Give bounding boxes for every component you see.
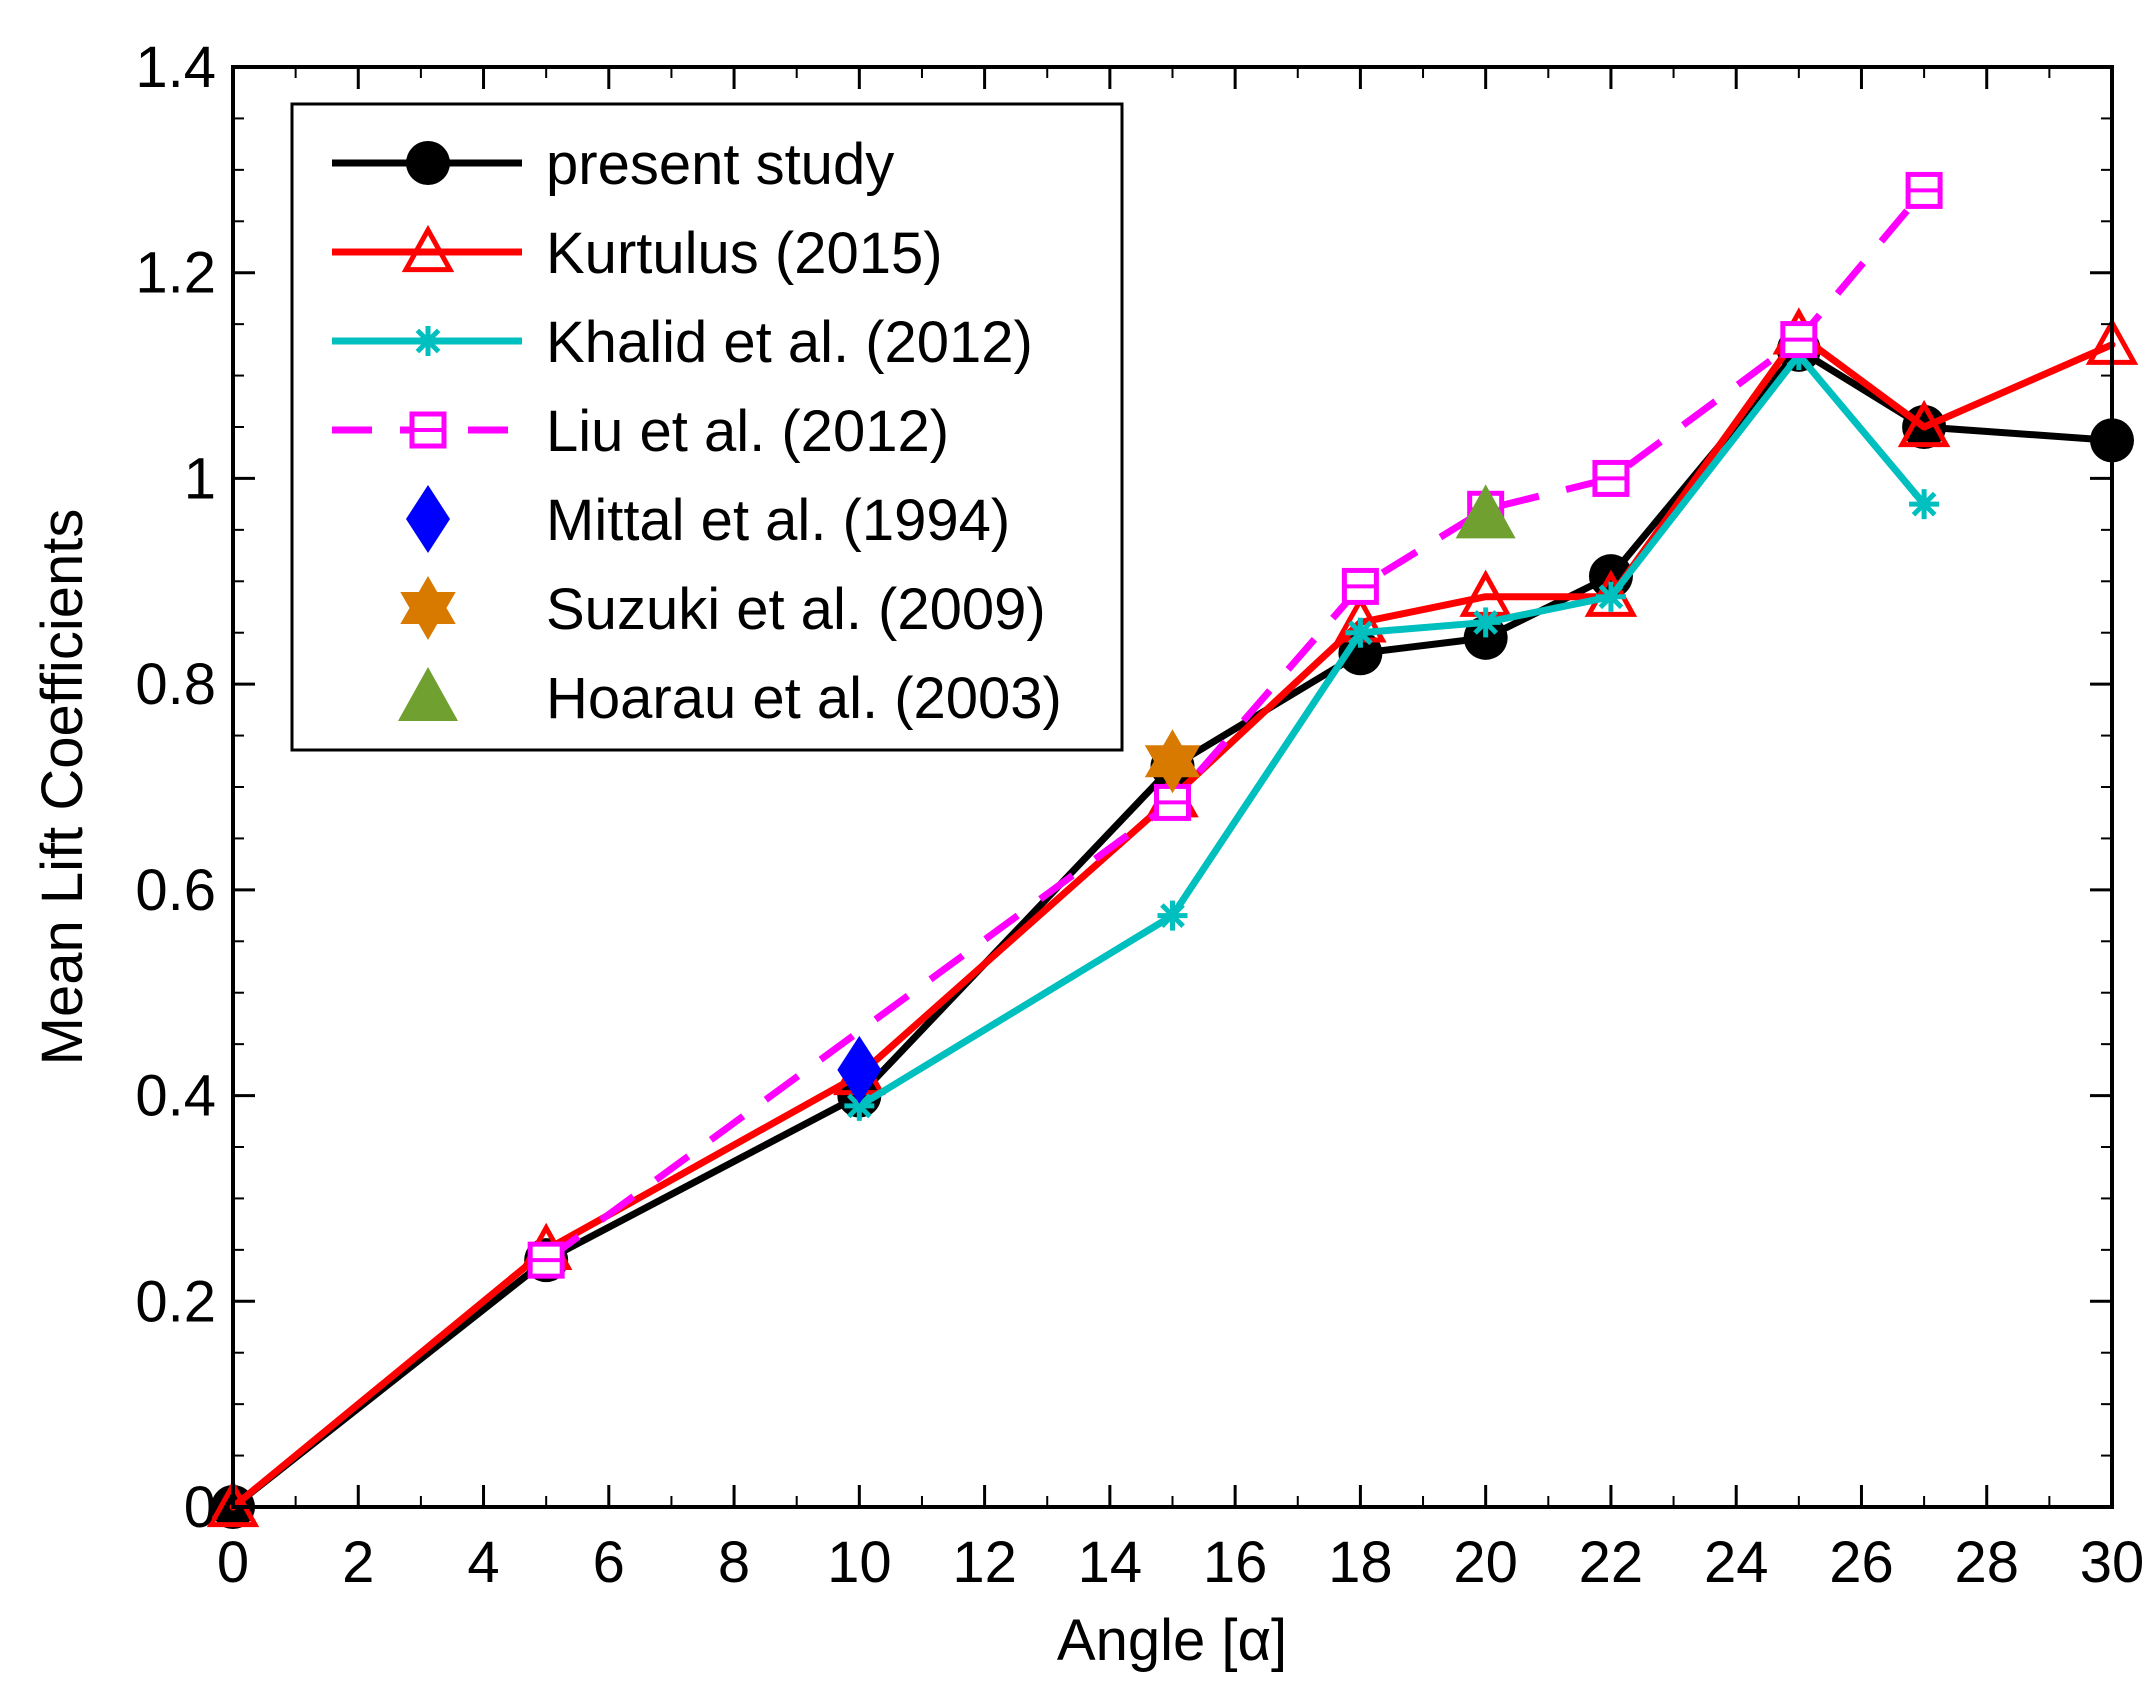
y-axis-label: Mean Lift Coefficients — [30, 509, 95, 1066]
asterisk-marker — [1911, 491, 1937, 517]
y-tick-label: 0 — [184, 1475, 216, 1540]
asterisk-marker — [1598, 584, 1624, 610]
circle-marker — [1463, 615, 1508, 660]
star-marker — [1144, 745, 1201, 794]
x-tick-label: 28 — [1954, 1530, 2019, 1595]
x-tick-label: 16 — [1203, 1530, 1268, 1595]
series-4 — [837, 1035, 882, 1104]
x-tick-label: 18 — [1328, 1530, 1393, 1595]
series-line — [229, 346, 2116, 1511]
x-tick-label: 30 — [2080, 1530, 2145, 1595]
y-tick-label: 0.2 — [135, 1269, 216, 1334]
x-tick-label: 10 — [827, 1530, 892, 1595]
y-tick-label: 0.8 — [135, 652, 216, 717]
x-tick-label: 6 — [593, 1530, 625, 1595]
asterisk-marker — [1473, 610, 1499, 635]
diamond-marker — [406, 485, 450, 553]
asterisk-marker — [1348, 620, 1373, 646]
x-tick-label: 14 — [1078, 1530, 1143, 1595]
asterisk-marker — [1160, 903, 1185, 928]
y-tick-label: 0.6 — [135, 858, 216, 923]
x-tick-label: 8 — [718, 1530, 750, 1595]
y-tick-label: 1 — [184, 446, 216, 511]
y-tick-label: 0.4 — [135, 1064, 216, 1129]
legend-label: Mittal et al. (1994) — [546, 488, 1010, 553]
triangle-marker — [1897, 399, 1951, 448]
asterisk-marker — [415, 328, 441, 354]
triangle-marker — [398, 667, 458, 721]
y-tick-label: 1.2 — [135, 241, 216, 306]
legend-label: Suzuki et al. (2009) — [546, 577, 1046, 642]
x-tick-label: 26 — [1829, 1530, 1894, 1595]
legend-label: Khalid et al. (2012) — [546, 310, 1033, 375]
x-tick-label: 20 — [1453, 1530, 1518, 1595]
asterisk-marker — [846, 1093, 872, 1119]
x-tick-label: 22 — [1579, 1530, 1644, 1595]
legend-label: Kurtulus (2015) — [546, 221, 943, 286]
x-tick-label: 2 — [342, 1530, 374, 1595]
circle-marker — [406, 141, 450, 185]
x-tick-label: 0 — [217, 1530, 249, 1595]
x-tick-label: 24 — [1704, 1530, 1769, 1595]
series-3 — [527, 171, 1943, 1279]
diamond-marker — [837, 1035, 882, 1104]
legend: present study Kurtulus (2015) Khalid et al… — [290, 102, 1124, 752]
y-tick-label: 1.4 — [135, 35, 216, 100]
series-5 — [1144, 729, 1201, 794]
triangle-marker — [401, 224, 455, 273]
series-6 — [1455, 484, 1516, 539]
x-tick-label: 12 — [952, 1530, 1017, 1595]
legend-label: Hoarau et al. (2003) — [546, 666, 1062, 731]
series-line — [229, 330, 2116, 1511]
triangle-marker — [206, 1479, 260, 1528]
x-axis-label: Angle [α] — [1057, 1608, 1287, 1673]
star-marker — [400, 592, 456, 640]
triangle-marker — [1455, 484, 1516, 539]
x-tick-label: 4 — [467, 1530, 499, 1595]
legend-label: present study — [546, 132, 894, 197]
legend-label: Liu et al. (2012) — [546, 399, 949, 464]
